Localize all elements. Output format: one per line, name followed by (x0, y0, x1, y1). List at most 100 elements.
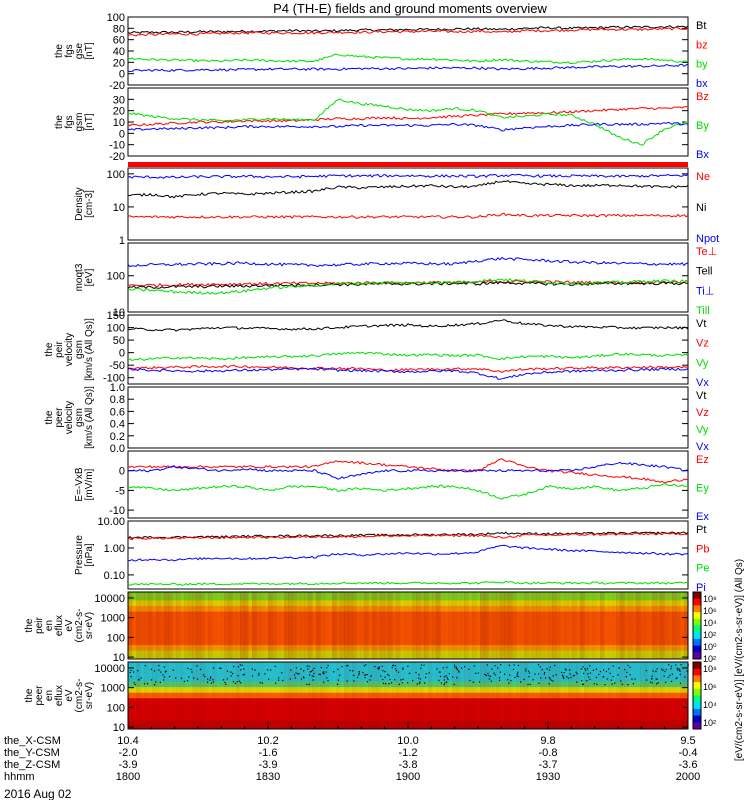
colorbar-cell (693, 619, 701, 622)
spectrogram-column (224, 662, 229, 729)
spectrogram-column (264, 662, 269, 729)
spectrogram-speckle (353, 674, 355, 676)
spectrogram-column (436, 662, 441, 729)
spectrogram-speckle (251, 668, 254, 670)
spectrogram-column (252, 662, 257, 729)
spectrogram-speckle (164, 671, 166, 673)
spectrogram-column (512, 592, 517, 659)
y-tick-label: 10 (113, 117, 125, 129)
spectrogram-speckle (226, 670, 229, 672)
spectrogram-band (128, 701, 688, 705)
x-row-value: -3.7 (539, 759, 558, 771)
spectrogram-band (128, 642, 688, 646)
spectrogram-column (368, 662, 373, 729)
spectrogram-column (168, 592, 173, 659)
colorbar-cell (693, 670, 701, 673)
spectrogram-speckle (520, 681, 522, 683)
colorbar-cell (693, 651, 701, 653)
spectrogram-speckle (664, 670, 666, 673)
spectrogram-column (628, 662, 633, 729)
spectrogram-band (128, 675, 688, 680)
y-axis-label: Density (74, 187, 85, 220)
spectrogram-column (468, 662, 473, 729)
spectrogram-column (556, 662, 561, 729)
spectrogram-speckle (565, 669, 567, 671)
colorbar-cell (693, 725, 701, 728)
spectrogram-column (304, 662, 309, 729)
panel-7: 0 -5 -10 E=-VxB [mV/m] Ez Ey Ex (74, 450, 709, 523)
spectrogram-speckle (667, 676, 669, 678)
spectrogram-speckle (631, 678, 633, 680)
y-tick-label: -10 (109, 505, 125, 517)
y-tick-label: 1000 (101, 683, 125, 695)
spectrogram-speckle (293, 674, 296, 676)
legend-by: by (696, 59, 708, 71)
spectrogram-speckle (199, 668, 202, 671)
panel-frame (127, 167, 689, 241)
colorbar-cell (693, 654, 701, 657)
y-tick-label: 100 (107, 632, 125, 644)
spectrogram-speckle (527, 670, 530, 672)
series-ti (127, 256, 689, 268)
spectrogram-column (372, 592, 377, 659)
spectrogram-column (388, 662, 393, 729)
spectrogram-band (128, 678, 688, 683)
spectrogram-band (128, 712, 688, 716)
spectrogram-column (136, 592, 141, 659)
spectrogram-speckle (138, 678, 140, 681)
spectrogram-speckle (327, 664, 329, 667)
colorbar-cell (693, 705, 701, 708)
spectrogram-speckle (447, 678, 449, 680)
spectrogram-speckle (589, 678, 591, 681)
spectrogram-speckle (544, 671, 546, 674)
spectrogram-speckle (153, 684, 156, 686)
spectrogram-speckle (679, 670, 681, 672)
colorbar-cell (693, 711, 701, 713)
spectrogram-column (236, 592, 241, 659)
spectrogram-column (540, 592, 545, 659)
spectrogram-speckle (243, 673, 245, 675)
spectrogram-band (128, 639, 688, 643)
spectrogram-speckle (538, 682, 540, 684)
colorbar-cell (693, 716, 701, 719)
y-tick-label: 30 (113, 94, 125, 106)
series-pi (127, 544, 689, 562)
spectrogram-speckle (370, 675, 372, 677)
spectrogram-column (312, 662, 317, 729)
spectrogram-speckle (239, 664, 241, 666)
colorbar-cell (693, 665, 701, 667)
spectrogram-speckle (390, 682, 393, 684)
spectrogram-speckle (398, 683, 401, 685)
colorbar-cell (693, 717, 701, 720)
spectrogram-speckle (494, 665, 496, 667)
colorbar-cell (693, 663, 701, 665)
colorbar-cell (693, 662, 701, 664)
y-axis-label: (cm2-s- (74, 679, 85, 713)
y-tick-label: 10000 (94, 593, 125, 605)
spectrogram-column (520, 592, 525, 659)
spectrogram-speckle (494, 674, 496, 676)
spectrogram-speckle (473, 665, 475, 667)
spectrogram-speckle (675, 677, 677, 680)
spectrogram-speckle (419, 678, 422, 680)
spectrogram-column (556, 592, 561, 659)
spectrogram-speckle (158, 665, 160, 667)
spectrogram-speckle (401, 682, 403, 684)
spectrogram-column (240, 592, 245, 659)
spectrogram-speckle (153, 670, 156, 672)
series-ne (128, 212, 689, 219)
legend-vz: Vz (696, 407, 709, 419)
spectrogram-speckle (605, 670, 608, 673)
date-label: 2016 Aug 02 (4, 787, 72, 800)
panel-frame (127, 386, 689, 449)
colorbar-cell (693, 603, 701, 605)
spectrogram-speckle (552, 680, 554, 682)
spectrogram-speckle (570, 676, 572, 679)
spectrogram-speckle (478, 681, 481, 683)
spectrogram-speckle (599, 670, 602, 673)
spectrogram-speckle (540, 677, 542, 679)
spectrogram-speckle (234, 682, 237, 684)
spectrogram-column (132, 662, 137, 729)
colorbar-cell (693, 648, 701, 651)
